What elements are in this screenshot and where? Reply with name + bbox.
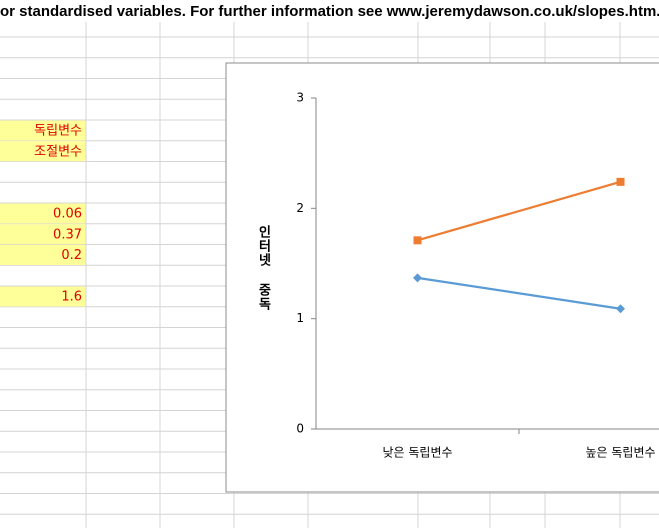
chart: 0 1 2 3 낮은 독립변수 높은 독립변수 [296,91,659,460]
cell-text: 조절변수 [34,144,82,159]
y-tick-label: 1 [296,311,304,325]
y-tick-label: 2 [296,201,304,215]
cell-text: 1.6 [61,290,82,305]
marker [616,304,625,314]
y-tick-label: 3 [296,91,304,105]
cell-text: 0.06 [53,207,82,222]
marker [413,236,422,245]
header-text: or standardised variables. For further i… [0,3,659,20]
cell-fill [0,245,86,265]
cell-text: 0.37 [53,227,82,242]
x-tick-label: 낮은 독립변수 [382,446,452,460]
cell-fill [0,141,86,162]
cell-text: 0.2 [61,248,82,263]
y-tick-label: 0 [296,422,304,436]
marker [413,273,422,283]
x-tick-label: 높은 독립변수 [585,446,655,460]
cell-fill [0,203,86,224]
chart-area[interactable] [225,62,659,493]
cell-fill [0,120,86,141]
cell-fill [0,286,86,307]
series-line [417,276,621,310]
cell-fill [0,224,86,245]
cell-text: 독립변수 [34,124,82,139]
y-axis-label: 인터넷 중독 [256,224,271,311]
marker [616,177,625,186]
series-line [417,180,621,242]
